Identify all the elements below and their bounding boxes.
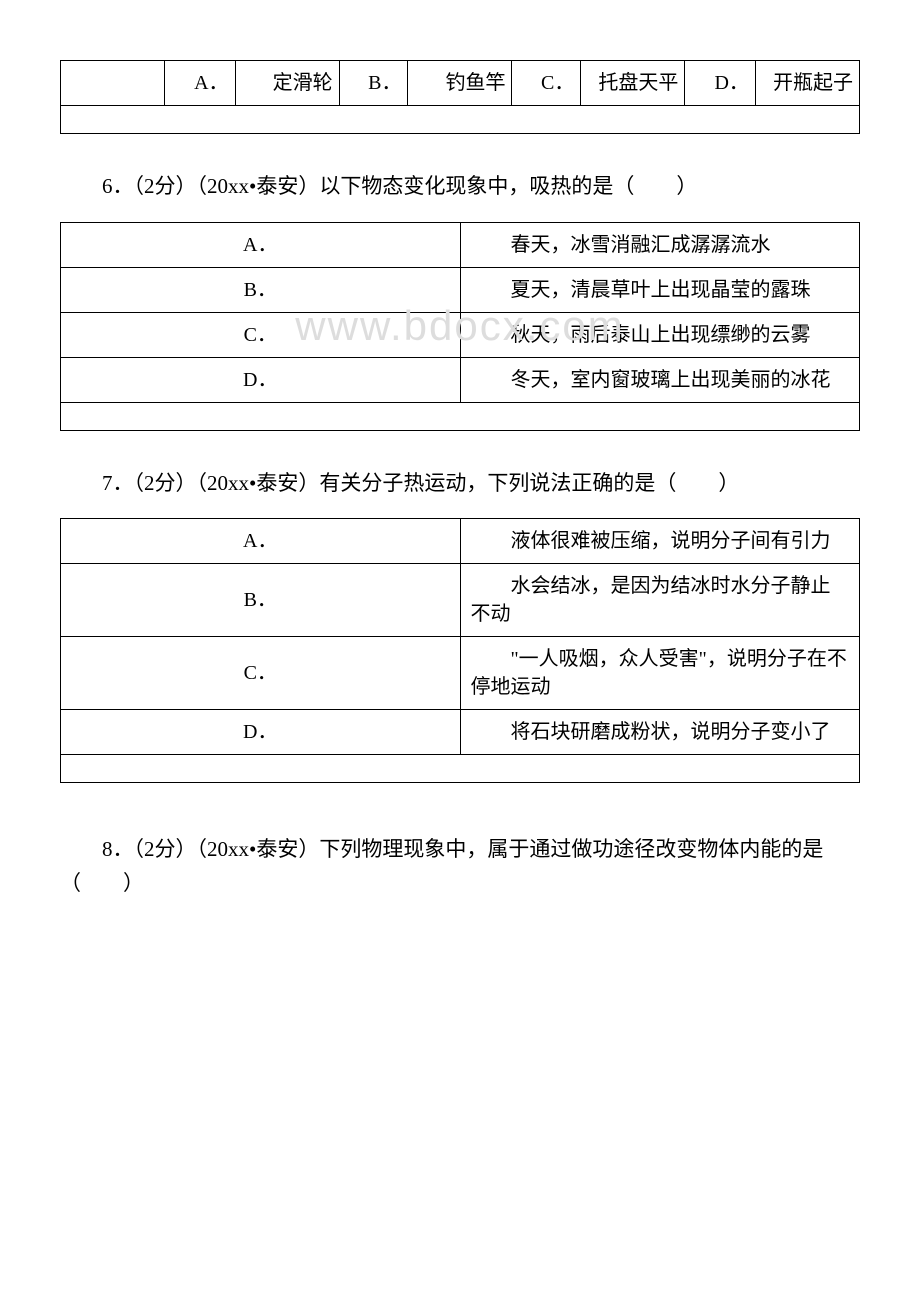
option-text: 定滑轮 [235, 61, 339, 106]
option-letter: C． [61, 312, 461, 357]
table-row: C． 秋天，雨后泰山上出现缥缈的云雾 [61, 312, 860, 357]
question-6-label: 6．（2分）（20xx•泰安）以下物态变化现象中，吸热的是（ ） [60, 170, 860, 204]
option-text: 冬天，室内窗玻璃上出现美丽的冰花 [460, 357, 860, 402]
option-letter: D． [61, 710, 461, 755]
option-letter: C． [512, 61, 581, 106]
q6-options-table: A． 春天，冰雪消融汇成潺潺流水 B． 夏天，清晨草叶上出现晶莹的露珠 C． 秋… [60, 222, 860, 431]
table-row: B． 夏天，清晨草叶上出现晶莹的露珠 [61, 267, 860, 312]
table-row [61, 402, 860, 430]
option-text: 液体很难被压缩，说明分子间有引力 [460, 519, 860, 564]
question-7-label: 7．（2分）（20xx•泰安）有关分子热运动，下列说法正确的是（ ） [60, 467, 860, 501]
option-text: 将石块研磨成粉状，说明分子变小了 [460, 710, 860, 755]
table-row: A． 春天，冰雪消融汇成潺潺流水 [61, 222, 860, 267]
option-letter: D． [61, 357, 461, 402]
q5-options-table: A． 定滑轮 B． 钓鱼竿 C． 托盘天平 D． 开瓶起子 [60, 60, 860, 134]
option-text: 钓鱼竿 [408, 61, 512, 106]
table-row: D． 冬天，室内窗玻璃上出现美丽的冰花 [61, 357, 860, 402]
option-letter: B． [61, 267, 461, 312]
table-row [61, 755, 860, 783]
table-row: A． 液体很难被压缩，说明分子间有引力 [61, 519, 860, 564]
table-row: C． "一人吸烟，众人受害"，说明分子在不停地运动 [61, 637, 860, 710]
table-row: D． 将石块研磨成粉状，说明分子变小了 [61, 710, 860, 755]
option-text: 秋天，雨后泰山上出现缥缈的云雾 [460, 312, 860, 357]
option-letter: B． [339, 61, 408, 106]
option-text: "一人吸烟，众人受害"，说明分子在不停地运动 [460, 637, 860, 710]
option-text: 托盘天平 [581, 61, 685, 106]
table-row: A． 定滑轮 B． 钓鱼竿 C． 托盘天平 D． 开瓶起子 [61, 61, 860, 106]
option-letter: D． [685, 61, 756, 106]
empty-cell [61, 755, 860, 783]
option-letter: B． [61, 564, 461, 637]
option-letter: A． [165, 61, 236, 106]
q7-options-table: A． 液体很难被压缩，说明分子间有引力 B． 水会结冰，是因为结冰时水分子静止不… [60, 518, 860, 783]
empty-cell [61, 402, 860, 430]
option-text: 开瓶起子 [755, 61, 859, 106]
question-8-label: 8．（2分）（20xx•泰安）下列物理现象中，属于通过做功途径改变物体内能的是（… [60, 833, 860, 900]
option-letter: A． [61, 222, 461, 267]
option-text: 夏天，清晨草叶上出现晶莹的露珠 [460, 267, 860, 312]
table-row [61, 106, 860, 134]
option-text: 水会结冰，是因为结冰时水分子静止不动 [460, 564, 860, 637]
option-letter: A． [61, 519, 461, 564]
option-text: 春天，冰雪消融汇成潺潺流水 [460, 222, 860, 267]
option-letter: C． [61, 637, 461, 710]
empty-cell [61, 106, 860, 134]
empty-cell [61, 61, 165, 106]
table-row: B． 水会结冰，是因为结冰时水分子静止不动 [61, 564, 860, 637]
